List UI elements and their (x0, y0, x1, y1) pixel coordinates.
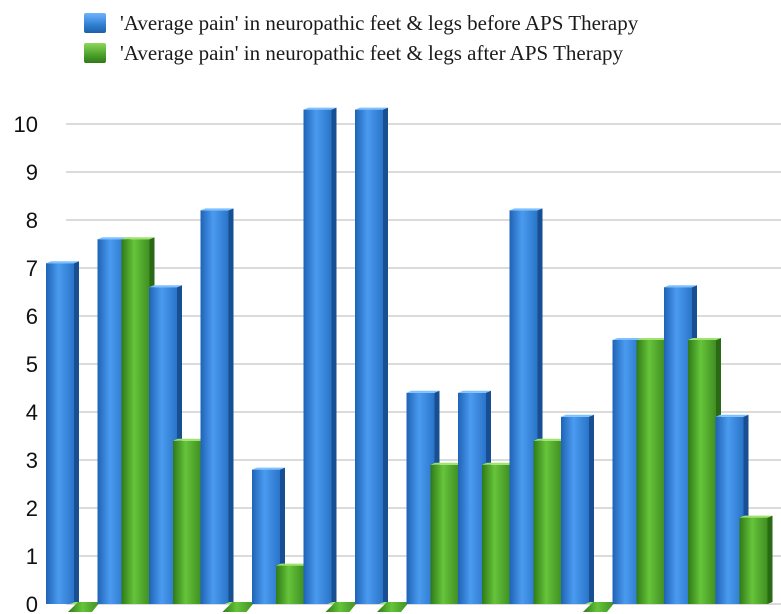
bar-before-11 (561, 414, 594, 604)
bar-after-6 (325, 602, 361, 612)
bar-zero-after-6 (325, 602, 358, 612)
bar-zero-after-11 (583, 602, 615, 612)
y-tick-label-3: 3 (26, 448, 38, 473)
y-axis: 0 1 2 3 4 5 6 7 8 9 10 (14, 112, 38, 614)
bar-top-before-3 (149, 285, 182, 288)
bar-front-after-10 (533, 440, 562, 604)
y-tick-label-9: 9 (26, 160, 38, 185)
bar-top-after-8 (430, 462, 464, 465)
bar-front-before-12 (612, 340, 641, 604)
bar-before-7 (355, 107, 388, 604)
bar-front-before-9 (458, 392, 486, 604)
legend-label-after: 'Average pain' in neuropathic feet & leg… (120, 40, 624, 65)
bar-front-before-5 (252, 469, 280, 604)
legend-item-after: 'Average pain' in neuropathic feet & leg… (84, 38, 638, 68)
bar-front-before-2 (97, 239, 126, 604)
bar-top-before-13 (664, 285, 697, 288)
legend-swatch-before (84, 13, 106, 33)
bar-side-before-1 (74, 261, 79, 604)
bar-side-before-4 (228, 208, 234, 604)
bar-after-14 (739, 515, 773, 604)
bar-front-after-3 (173, 440, 201, 604)
bar-top-before-2 (97, 237, 131, 240)
bar-side-before-6 (331, 107, 337, 604)
bar-front-after-12 (636, 340, 665, 604)
legend-swatch-after (84, 43, 106, 63)
bar-top-before-14 (715, 414, 749, 417)
legend-item-before: 'Average pain' in neuropathic feet & leg… (84, 8, 638, 38)
bar-side-before-11 (589, 414, 594, 604)
y-tick-label-6: 6 (26, 304, 38, 329)
bar-front-before-3 (149, 287, 177, 604)
bar-before-6 (303, 107, 337, 604)
bar-top-before-10 (509, 208, 543, 211)
bar-front-after-13 (688, 340, 716, 604)
bar-top-before-11 (561, 414, 594, 417)
bar-front-before-4 (200, 210, 229, 604)
bar-front-after-8 (430, 464, 459, 604)
bar-side-after-14 (767, 515, 773, 604)
bar-before-1 (46, 261, 79, 604)
bar-after-4 (222, 602, 258, 612)
bar-after-13 (688, 338, 721, 604)
bar-after-7 (377, 602, 412, 612)
bar-before-9 (458, 390, 491, 604)
bar-top-after-9 (482, 462, 515, 465)
y-tick-label-0: 0 (26, 592, 38, 614)
bar-before-4 (200, 208, 234, 604)
bar-front-before-13 (664, 287, 692, 604)
bar-top-before-1 (46, 261, 79, 264)
legend-label-before: 'Average pain' in neuropathic feet & leg… (120, 10, 639, 35)
bars (46, 107, 773, 612)
bar-top-after-10 (533, 438, 567, 441)
bar-front-after-14 (739, 517, 768, 604)
bar-top-before-6 (303, 107, 337, 110)
bar-front-before-7 (355, 109, 383, 604)
y-tick-label-2: 2 (26, 496, 38, 521)
y-tick-label-5: 5 (26, 352, 38, 377)
bar-top-before-7 (355, 107, 388, 110)
chart-legend: 'Average pain' in neuropathic feet & leg… (84, 8, 638, 68)
bar-top-after-13 (688, 338, 721, 340)
bar-top-before-4 (200, 208, 234, 211)
bar-zero-after-4 (222, 602, 255, 612)
bar-top-after-3 (173, 438, 206, 441)
bar-side-before-7 (383, 107, 388, 604)
bar-top-after-5 (276, 563, 309, 566)
y-tick-label-7: 7 (26, 256, 38, 281)
bar-front-before-11 (561, 416, 589, 604)
bar-top-after-14 (739, 515, 773, 518)
bar-top-before-5 (252, 467, 285, 470)
y-tick-label-10: 10 (14, 112, 38, 137)
bar-front-after-9 (482, 464, 510, 604)
bar-after-1 (68, 602, 103, 612)
bar-front-before-1 (46, 263, 74, 604)
bar-front-before-10 (509, 210, 538, 604)
bar-top-before-8 (406, 390, 440, 393)
bar-top-after-2 (121, 237, 155, 240)
bar-front-before-14 (715, 416, 744, 604)
bar-front-before-8 (406, 392, 435, 604)
bar-front-after-2 (121, 239, 150, 604)
bar-front-after-5 (276, 565, 304, 604)
bar-zero-after-1 (68, 602, 100, 612)
bar-zero-after-7 (377, 602, 409, 612)
y-tick-label-8: 8 (26, 208, 38, 233)
y-tick-label-1: 1 (26, 544, 38, 569)
bar-top-after-12 (636, 338, 670, 340)
y-tick-label-4: 4 (26, 400, 38, 425)
bar-after-3 (173, 438, 206, 604)
bar-front-before-6 (303, 109, 332, 604)
bar-top-before-9 (458, 390, 491, 393)
bar-after-11 (583, 602, 618, 612)
bar-before-14 (715, 414, 749, 604)
bar-top-before-12 (612, 338, 646, 340)
